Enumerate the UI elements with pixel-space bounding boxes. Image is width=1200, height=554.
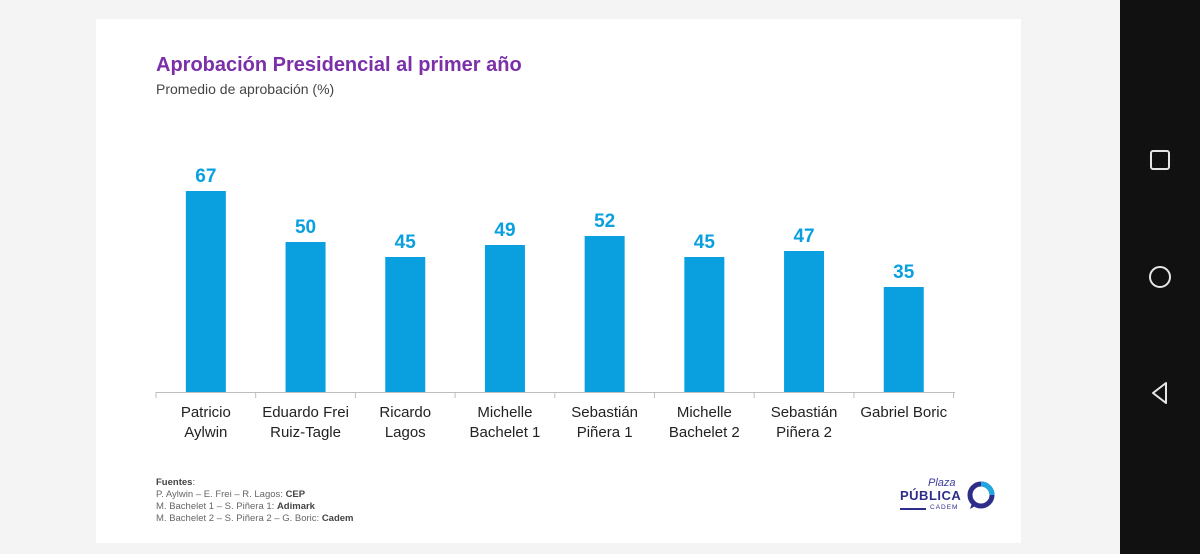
logo-text-publica: PÚBLICA (900, 488, 962, 503)
plaza-publica-logo: Plaza PÚBLICA CADEM (896, 477, 1006, 527)
speech-bubble-icon (967, 481, 995, 509)
category-label: Piñera 1 (577, 424, 633, 441)
bar (484, 245, 525, 392)
home-circle-icon[interactable] (1144, 261, 1176, 293)
source-line: M. Bachelet 1 – S. Piñera 1: Adimark (156, 501, 315, 512)
source-line: M. Bachelet 2 – S. Piñera 2 – G. Boric: … (156, 513, 354, 524)
bar (385, 257, 426, 392)
chart-subtitle: Promedio de aprobación (%) (156, 81, 335, 97)
source-line: P. Aylwin – E. Frei – R. Lagos: CEP (156, 489, 306, 500)
sources-note: Fuentes: P. Aylwin – E. Frei – R. Lagos:… (156, 477, 354, 524)
slide: Aprobación Presidencial al primer año Pr… (96, 19, 1021, 543)
bar-chart: 67 Patricio Aylwin 50 Eduardo Frei Ruiz-Tagle… (155, 166, 955, 441)
recents-square-icon[interactable] (1144, 144, 1176, 176)
data-label: 50 (295, 217, 316, 238)
screen: Aprobación Presidencial al primer año Pr… (0, 0, 1120, 554)
category-label: Patricio (181, 404, 231, 421)
category-label: Eduardo Frei (262, 404, 349, 421)
bar (784, 251, 825, 392)
category-label: Lagos (385, 424, 426, 441)
data-label: 45 (694, 232, 716, 253)
category-label: Ricardo (379, 404, 431, 421)
data-label: 45 (395, 232, 417, 253)
data-label: 67 (195, 166, 216, 187)
logo-text-plaza: Plaza (928, 477, 956, 489)
bar (684, 257, 725, 392)
category-label: Aylwin (184, 424, 227, 441)
logo-underline (900, 508, 926, 510)
chart-title: Aprobación Presidencial al primer año (156, 54, 522, 76)
category-label: Bachelet 2 (669, 424, 740, 441)
data-label: 49 (494, 220, 515, 241)
category-label: Sebastián (771, 404, 838, 421)
bar (285, 242, 326, 392)
data-label: 47 (793, 226, 814, 247)
category-label: Gabriel Boric (860, 404, 947, 421)
sources-heading: Fuentes (156, 477, 193, 488)
bar (883, 287, 924, 392)
android-nav-bar (1120, 0, 1200, 554)
bar (185, 191, 226, 392)
data-label: 35 (893, 262, 915, 283)
logo-text-cadem: CADEM (930, 504, 959, 511)
category-label: Piñera 2 (776, 424, 832, 441)
category-label: Michelle (477, 404, 532, 421)
category-label: Bachelet 1 (470, 424, 541, 441)
category-label: Ruiz-Tagle (270, 424, 341, 441)
back-triangle-icon[interactable] (1144, 377, 1176, 409)
category-label: Sebastián (571, 404, 638, 421)
category-label: Michelle (677, 404, 732, 421)
bar (584, 236, 625, 392)
data-label: 52 (594, 211, 615, 232)
